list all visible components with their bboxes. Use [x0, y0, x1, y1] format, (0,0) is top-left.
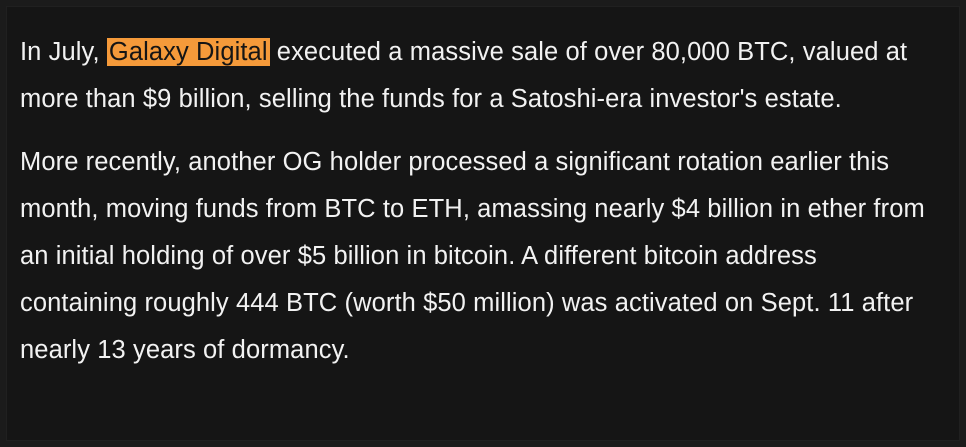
paragraph-1-prefix: In July, [20, 38, 107, 66]
content-panel: In July, Galaxy Digital executed a massi… [6, 6, 960, 441]
paragraph-1: In July, Galaxy Digital executed a massi… [20, 29, 940, 123]
paragraph-2: More recently, another OG holder process… [20, 148, 925, 364]
highlighted-text[interactable]: Galaxy Digital [106, 38, 270, 66]
paragraph-1-suffix: executed a massive sale of over 80,000 B… [20, 38, 908, 113]
article-body: In July, Galaxy Digital executed a massi… [20, 29, 940, 374]
